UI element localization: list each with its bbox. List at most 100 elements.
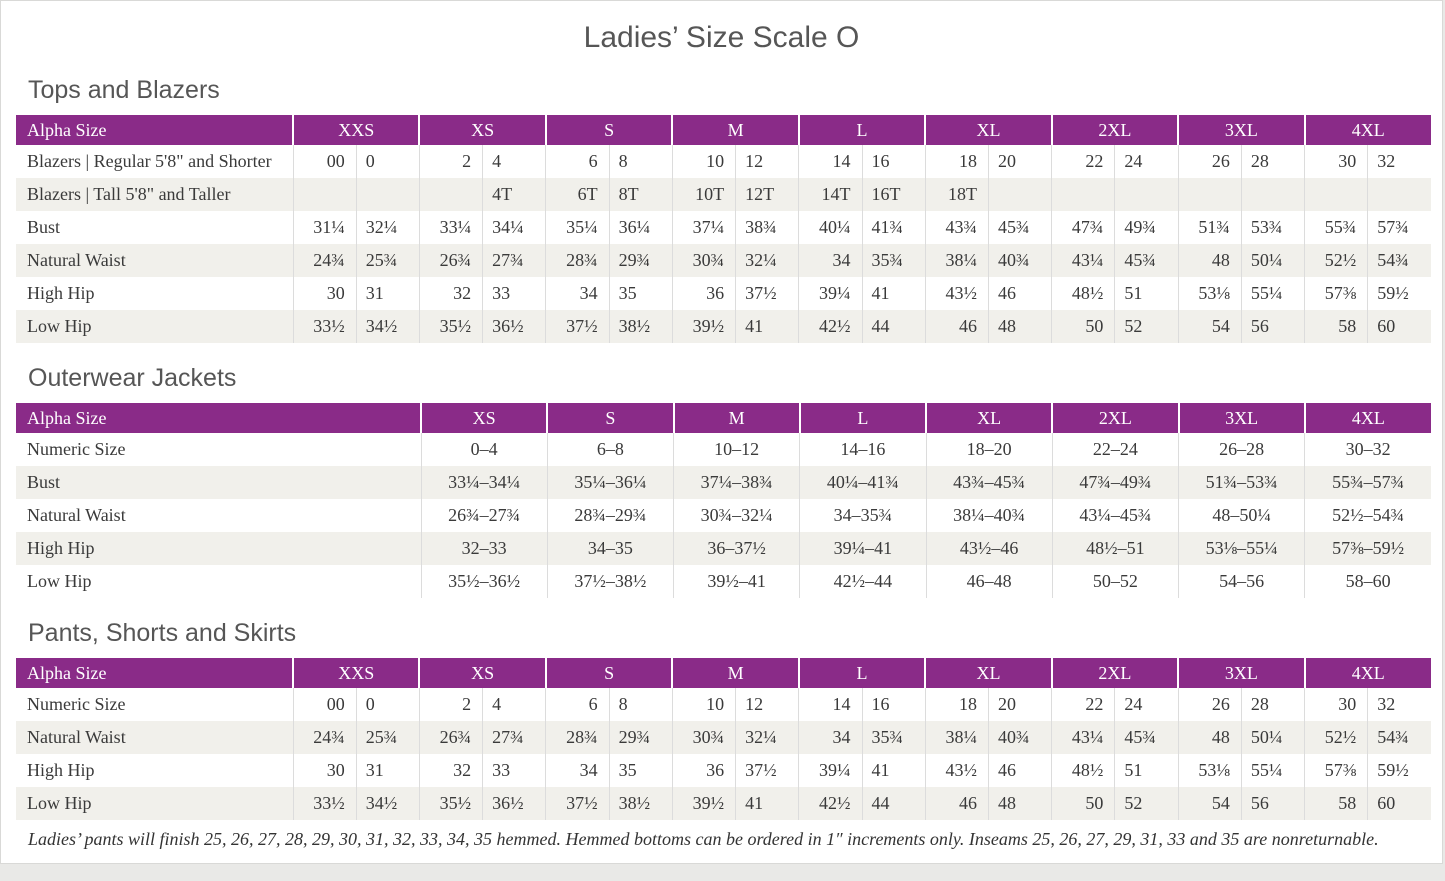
size-cell: 8 [608, 145, 673, 178]
size-cell: 43½ [924, 277, 989, 310]
table-row: High Hip 30 31 32 33 34 35 36 37½ 39¼ 41 43½ 46 48½ 51… [16, 754, 1431, 787]
size-cell: 00 [292, 688, 357, 721]
size-cell: 16T [861, 178, 926, 211]
header-row: Alpha Size XS S M L XL 2XL 3XL 4XL [16, 403, 1431, 433]
size-cell: 43¼–45¾ [1051, 499, 1179, 532]
size-cell: 52 [1114, 310, 1179, 343]
size-cell: 45¾ [1114, 244, 1179, 277]
size-cell: 26 [1177, 688, 1242, 721]
size-column-header: 4XL [1303, 403, 1431, 433]
size-table: Alpha Size XXS XS S M L XL 2XL 3XL 4XL Numeric Siz… [16, 658, 1431, 820]
size-cell: 28¾–29¾ [546, 499, 674, 532]
size-cell: 18 [924, 688, 989, 721]
size-cell: 8 [608, 688, 673, 721]
size-cell: 35½ [418, 787, 483, 820]
size-cell: 32 [1367, 145, 1431, 178]
size-cell: 36–37½ [672, 532, 800, 565]
size-cell: 35¾ [861, 244, 926, 277]
size-cell: 18–20 [925, 433, 1053, 466]
size-cell: 55¼ [1240, 754, 1305, 787]
size-column-header: L [798, 403, 926, 433]
size-cell: 35¾ [861, 721, 926, 754]
size-cell: 27¾ [482, 244, 546, 277]
size-cell: 4 [482, 688, 546, 721]
alpha-size-header: Alpha Size [16, 658, 293, 688]
size-cell: 46 [924, 787, 989, 820]
size-cell: 22 [1051, 145, 1115, 178]
size-cell: 35½–36½ [420, 565, 548, 598]
size-cell: 28 [1240, 145, 1305, 178]
size-cell: 39¼ [798, 277, 863, 310]
size-cell: 53⅛ [1177, 277, 1242, 310]
size-cell: 33½ [292, 310, 357, 343]
size-cell: 26¾ [418, 721, 483, 754]
size-cell: 30 [1304, 688, 1368, 721]
size-cell: 32–33 [420, 532, 548, 565]
size-cell: 8T [608, 178, 673, 211]
size-cell: 18 [924, 145, 989, 178]
size-column-header: 3XL [1177, 403, 1305, 433]
size-cell: 34½ [355, 310, 420, 343]
row-label: Bust [27, 217, 61, 237]
size-column-header: XL [924, 403, 1053, 433]
size-cell: 38½ [608, 787, 673, 820]
size-cell: 50¼ [1240, 721, 1305, 754]
size-column-header: 2XL [1050, 658, 1179, 688]
table-row: High Hip 32–33 34–35 36–37½ 39¼–41 43½–46 48½–… [16, 532, 1431, 565]
size-column-header: M [671, 658, 799, 688]
size-cell: 39½ [671, 310, 736, 343]
size-cell: 47¾–49¾ [1051, 466, 1179, 499]
size-cell: 33¼ [418, 211, 483, 244]
size-cell: 35½ [418, 310, 483, 343]
size-cell: 41 [861, 754, 926, 787]
size-cell: 31 [355, 754, 420, 787]
size-cell: 49¾ [1114, 211, 1179, 244]
size-cell: 41 [861, 277, 926, 310]
size-cell: 53⅛–55¼ [1177, 532, 1305, 565]
size-column-header: 4XL [1303, 658, 1431, 688]
size-cell: 54¾ [1367, 721, 1431, 754]
row-label: Numeric Size [27, 439, 126, 459]
size-cell: 40¾ [987, 244, 1052, 277]
size-cell: 28¾ [545, 721, 610, 754]
size-cell: 46 [924, 310, 989, 343]
size-cell: 59½ [1367, 277, 1431, 310]
size-cell: 58 [1304, 310, 1368, 343]
header-row: Alpha Size XXS XS S M L XL 2XL 3XL 4XL [16, 115, 1431, 145]
size-cell: 26¾ [418, 244, 483, 277]
size-cell: 24 [1114, 688, 1179, 721]
size-cell: 48 [1177, 721, 1242, 754]
size-cell: 30¾–32¼ [672, 499, 800, 532]
size-column-header: XS [418, 658, 546, 688]
size-cell: 31 [355, 277, 420, 310]
size-cell: 2 [418, 688, 483, 721]
size-cell [1304, 178, 1368, 211]
size-cell: 6 [545, 688, 610, 721]
size-cell: 30–32 [1304, 433, 1431, 466]
size-cell: 10 [671, 145, 736, 178]
row-label: Blazers | Tall 5'8" and Taller [16, 178, 293, 211]
row-label: Natural Waist [16, 721, 293, 754]
size-cell: 47¾ [1051, 211, 1115, 244]
size-cell [1240, 178, 1305, 211]
size-cell: 43¾ [924, 211, 989, 244]
header-row: Alpha Size XXS XS S M L XL 2XL 3XL 4XL [16, 658, 1431, 688]
footnote: Ladies’ pants will finish 25, 26, 27, 28… [28, 829, 1379, 849]
size-column-header: L [797, 115, 926, 145]
size-cell: 35 [608, 754, 673, 787]
size-cell: 34 [545, 754, 610, 787]
size-cell: 57¾ [1367, 211, 1431, 244]
row-label: High Hip [27, 760, 95, 780]
size-cell: 51 [1114, 754, 1179, 787]
table-row: Numeric Size 00 0 2 4 6 8 10 12 14 16 18 20 22 24 26 28 3… [16, 688, 1431, 721]
table-row: Natural Waist 24¾ 25¾ 26¾ 27¾ 28¾ 29¾ 30¾ 32¼ 34 3… [16, 721, 1431, 754]
size-cell: 34¼ [482, 211, 546, 244]
size-cell: 12 [735, 145, 799, 178]
size-cell: 35¼–36¼ [546, 466, 674, 499]
size-column-header: S [546, 403, 674, 433]
size-cell: 32¼ [735, 721, 799, 754]
size-cell: 38¼ [924, 721, 989, 754]
size-cell: 32¼ [355, 211, 420, 244]
size-cell: 27¾ [482, 721, 546, 754]
size-cell: 24¾ [292, 244, 357, 277]
